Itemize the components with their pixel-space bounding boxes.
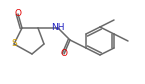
Text: O: O (14, 9, 21, 18)
Text: NH: NH (51, 24, 65, 33)
Text: O: O (60, 49, 68, 58)
Text: S: S (11, 39, 17, 48)
